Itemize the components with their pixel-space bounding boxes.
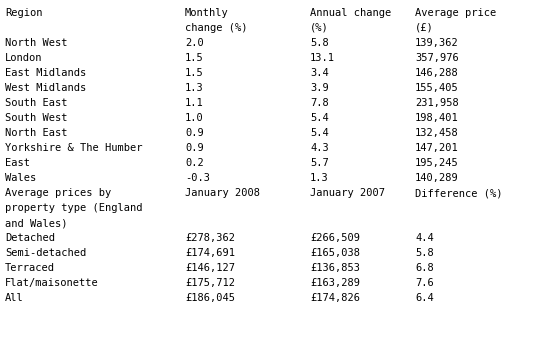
Text: 231,958: 231,958 (415, 98, 459, 108)
Text: 7.6: 7.6 (415, 278, 434, 288)
Text: North East: North East (5, 128, 68, 138)
Text: £163,289: £163,289 (310, 278, 360, 288)
Text: 4.4: 4.4 (415, 233, 434, 243)
Text: Region: Region (5, 8, 43, 18)
Text: Detached: Detached (5, 233, 55, 243)
Text: Flat/maisonette: Flat/maisonette (5, 278, 99, 288)
Text: 1.1: 1.1 (185, 98, 204, 108)
Text: £174,826: £174,826 (310, 293, 360, 303)
Text: South East: South East (5, 98, 68, 108)
Text: East Midlands: East Midlands (5, 68, 86, 78)
Text: All: All (5, 293, 23, 303)
Text: £278,362: £278,362 (185, 233, 235, 243)
Text: January 2007: January 2007 (310, 188, 385, 198)
Text: 0.2: 0.2 (185, 158, 204, 168)
Text: 2.0: 2.0 (185, 38, 204, 48)
Text: change (%): change (%) (185, 23, 247, 33)
Text: 5.8: 5.8 (415, 248, 434, 258)
Text: 5.8: 5.8 (310, 38, 329, 48)
Text: 198,401: 198,401 (415, 113, 459, 123)
Text: 1.5: 1.5 (185, 53, 204, 63)
Text: Yorkshire & The Humber: Yorkshire & The Humber (5, 143, 143, 153)
Text: 5.4: 5.4 (310, 128, 329, 138)
Text: (%): (%) (310, 23, 329, 33)
Text: £174,691: £174,691 (185, 248, 235, 258)
Text: 6.4: 6.4 (415, 293, 434, 303)
Text: £266,509: £266,509 (310, 233, 360, 243)
Text: -0.3: -0.3 (185, 173, 210, 183)
Text: Annual change: Annual change (310, 8, 391, 18)
Text: £186,045: £186,045 (185, 293, 235, 303)
Text: East: East (5, 158, 30, 168)
Text: £175,712: £175,712 (185, 278, 235, 288)
Text: Semi-detached: Semi-detached (5, 248, 86, 258)
Text: 147,201: 147,201 (415, 143, 459, 153)
Text: 4.3: 4.3 (310, 143, 329, 153)
Text: Average prices by: Average prices by (5, 188, 111, 198)
Text: 0.9: 0.9 (185, 128, 204, 138)
Text: and Wales): and Wales) (5, 218, 68, 228)
Text: Difference (%): Difference (%) (415, 188, 502, 198)
Text: 5.7: 5.7 (310, 158, 329, 168)
Text: (£): (£) (415, 23, 434, 33)
Text: 195,245: 195,245 (415, 158, 459, 168)
Text: 1.3: 1.3 (310, 173, 329, 183)
Text: 146,288: 146,288 (415, 68, 459, 78)
Text: £146,127: £146,127 (185, 263, 235, 273)
Text: 357,976: 357,976 (415, 53, 459, 63)
Text: January 2008: January 2008 (185, 188, 260, 198)
Text: Terraced: Terraced (5, 263, 55, 273)
Text: 0.9: 0.9 (185, 143, 204, 153)
Text: West Midlands: West Midlands (5, 83, 86, 93)
Text: 1.5: 1.5 (185, 68, 204, 78)
Text: 1.0: 1.0 (185, 113, 204, 123)
Text: 13.1: 13.1 (310, 53, 335, 63)
Text: 155,405: 155,405 (415, 83, 459, 93)
Text: 3.9: 3.9 (310, 83, 329, 93)
Text: 3.4: 3.4 (310, 68, 329, 78)
Text: 7.8: 7.8 (310, 98, 329, 108)
Text: property type (England: property type (England (5, 203, 143, 213)
Text: 5.4: 5.4 (310, 113, 329, 123)
Text: Monthly: Monthly (185, 8, 229, 18)
Text: 132,458: 132,458 (415, 128, 459, 138)
Text: 139,362: 139,362 (415, 38, 459, 48)
Text: 1.3: 1.3 (185, 83, 204, 93)
Text: North West: North West (5, 38, 68, 48)
Text: South West: South West (5, 113, 68, 123)
Text: Wales: Wales (5, 173, 36, 183)
Text: Average price: Average price (415, 8, 496, 18)
Text: £136,853: £136,853 (310, 263, 360, 273)
Text: 6.8: 6.8 (415, 263, 434, 273)
Text: £165,038: £165,038 (310, 248, 360, 258)
Text: 140,289: 140,289 (415, 173, 459, 183)
Text: London: London (5, 53, 43, 63)
